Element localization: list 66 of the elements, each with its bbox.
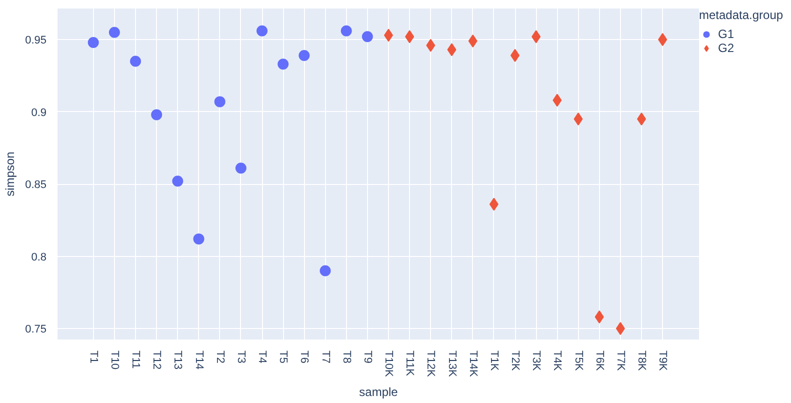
y-axis-title: simpson [3, 152, 18, 196]
x-tick-label: T1 [87, 350, 100, 364]
point [658, 33, 668, 46]
x-tick-label: T10K [382, 350, 395, 378]
point [151, 109, 162, 120]
point [340, 25, 352, 36]
x-tick-label: T12K [424, 350, 437, 378]
x-tick-label: T7 [319, 350, 332, 364]
x-tick-label: T12 [150, 350, 163, 370]
point [320, 265, 331, 276]
x-tick-label: T8 [340, 350, 352, 364]
y-tick-label: 0.9 [31, 106, 47, 119]
x-tick-label: T8K [636, 350, 648, 372]
x-tick-label: T13K [446, 350, 458, 378]
x-tick-label: T2K [509, 350, 522, 372]
x-tick-label: T6K [593, 350, 606, 372]
point [426, 38, 436, 52]
point [447, 43, 456, 56]
x-axis-title: sample [359, 384, 398, 399]
legend-title: metadata.group [699, 8, 784, 22]
x-tick-label: T14 [192, 350, 205, 370]
x-tick-label: T14K [466, 350, 479, 378]
point [362, 31, 373, 42]
point [384, 28, 394, 42]
x-tick-label: T5 [277, 350, 290, 364]
x-tick-label: T4 [256, 350, 268, 364]
y-tick-label: 0.75 [25, 324, 47, 336]
point [298, 50, 310, 61]
point [108, 26, 120, 38]
point [510, 48, 520, 62]
legend-label: G1 [718, 27, 736, 41]
y-tick-label: 0.95 [25, 34, 47, 47]
x-tick-label: T2 [214, 350, 226, 364]
x-tick-label: T4K [551, 350, 564, 372]
x-tick-label: T6 [298, 350, 310, 364]
x-tick-label: T11K [404, 350, 416, 377]
point [552, 94, 562, 107]
x-tick-label: T5K [572, 350, 584, 372]
point [489, 198, 498, 211]
y-tick-label: 0.85 [25, 179, 47, 192]
point [616, 322, 625, 336]
point [594, 310, 604, 324]
legend-label: G2 [718, 41, 736, 55]
point [130, 56, 142, 67]
point [405, 30, 414, 44]
x-tick-label: T7K [614, 350, 626, 372]
x-tick-label: T1K [488, 350, 500, 372]
x-tick-label: T3K [530, 350, 542, 372]
point [574, 112, 583, 126]
point [256, 25, 268, 36]
point [193, 233, 204, 244]
point [278, 58, 289, 70]
point [468, 34, 478, 48]
point [532, 30, 541, 44]
x-tick-label: T3 [234, 350, 247, 364]
x-tick-label: T11 [130, 350, 142, 369]
x-tick-label: T9 [361, 350, 374, 364]
point [172, 176, 184, 187]
point [88, 36, 99, 48]
point [235, 162, 246, 174]
x-tick-label: T9K [656, 350, 669, 372]
y-tick-label: 0.8 [31, 251, 47, 264]
point [214, 96, 226, 108]
point [637, 112, 646, 126]
x-tick-label: T13 [172, 350, 184, 370]
x-tick-label: T10 [108, 350, 120, 370]
